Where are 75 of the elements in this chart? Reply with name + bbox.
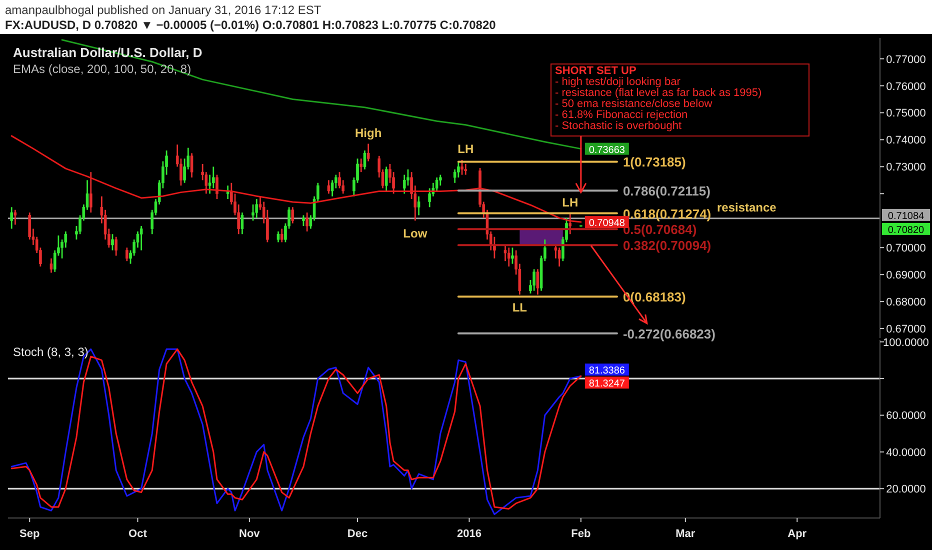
- y-tick-label: 0.75000: [886, 108, 926, 120]
- candlestick: [464, 163, 468, 176]
- candlestick: [111, 233, 114, 252]
- candlestick: [532, 268, 536, 292]
- y-tick-label: 40.0000: [886, 446, 926, 459]
- candlestick: [10, 206, 14, 230]
- y-tick-label: 100.0000: [883, 336, 929, 349]
- annotation: LL: [512, 300, 528, 315]
- candlestick: [417, 196, 420, 216]
- x-tick-label: 2016: [456, 528, 482, 540]
- data-label: 0.73663: [588, 144, 626, 156]
- candlestick: [360, 158, 363, 173]
- candlestick: [114, 236, 118, 256]
- candlestick: [536, 268, 540, 296]
- candlestick: [126, 246, 128, 262]
- y-tick-label: 0.74000: [886, 134, 926, 147]
- candlestick: [276, 230, 280, 243]
- y-tick-label: 0.73000: [886, 162, 926, 174]
- chart-subtitle: FX:AUDUSD, D 0.70820 ▼ −0.00005 (−0.01%) O:0.70801 H:0.70823 L:0.70775 C:0.70820: [5, 18, 496, 32]
- candlestick: [240, 212, 244, 235]
- annotation: High: [354, 126, 382, 140]
- x-tick-label: Mar: [676, 528, 696, 540]
- y-tick-label: 0.69000: [886, 270, 926, 282]
- candlestick: [460, 159, 464, 176]
- candlestick: [558, 246, 561, 268]
- candlestick: [216, 174, 218, 200]
- candlestick: [511, 246, 514, 265]
- annotation: SHORT SET UP - high test/doji looking bar - resistance (flat level as far back as 1995) - 50 ema resistance/close below - 61.8% Fibonacci rejection - Stochastic is overbought: [555, 65, 762, 132]
- annotation: Low: [403, 226, 428, 241]
- candlestick: [330, 179, 334, 198]
- candlestick: [50, 258, 53, 274]
- series-label: 0.786(0.72115): [622, 184, 710, 199]
- y-tick-label: 60.0000: [886, 410, 926, 422]
- y-tick-label: 0.77000: [886, 54, 926, 66]
- x-tick-label: Nov: [239, 528, 261, 540]
- x-tick-label: Apr: [788, 528, 808, 540]
- candlestick: [280, 228, 284, 243]
- x-tick-label: Dec: [347, 528, 368, 540]
- series-label: 0.382(0.70094): [622, 238, 712, 254]
- series-label: 1(0.73185): [622, 154, 686, 170]
- data-label: 81.3247: [588, 378, 626, 390]
- candlestick: [291, 206, 294, 224]
- series-label: 0.618(0.71274): [622, 206, 712, 222]
- x-tick-label: Sep: [20, 528, 40, 540]
- annotation: resistance: [716, 200, 777, 214]
- y-tick-label: 0.70000: [886, 242, 926, 255]
- annotation: LH: [458, 142, 474, 156]
- candlestick: [89, 171, 92, 214]
- annotation: LH: [562, 195, 578, 210]
- y-tick-label: 0.68000: [886, 296, 926, 309]
- candlestick: [327, 179, 330, 194]
- candlestick: [140, 225, 143, 252]
- series-label: -0.272(0.66823): [622, 326, 716, 342]
- text: 0.70820: [888, 224, 924, 236]
- candlestick: [384, 166, 388, 192]
- y-tick-label: 20.0000: [886, 484, 926, 496]
- candlestick: [363, 150, 366, 170]
- candlestick: [438, 174, 442, 186]
- x-tick-label: Feb: [571, 528, 591, 540]
- candlestick: [568, 212, 572, 235]
- x-tick-label: Oct: [128, 528, 148, 540]
- y-tick-label: 0.76000: [886, 80, 926, 93]
- text: Stoch (8, 3, 3): [13, 345, 88, 359]
- candlestick: [255, 198, 258, 219]
- chart-title: amanpaulbhogal published on January 31, 2016 17:12 EST: [5, 3, 322, 17]
- candlestick: [306, 212, 308, 232]
- ref-line-label: 0.71084: [888, 210, 925, 222]
- candlestick: [14, 209, 17, 226]
- candlestick: [190, 152, 194, 178]
- y-tick-label: 0.67000: [886, 324, 926, 336]
- candlestick: [366, 143, 370, 162]
- data-label: 0.70948: [588, 218, 626, 230]
- candlestick: [302, 214, 305, 227]
- candlestick: [507, 246, 510, 268]
- data-label: 81.3386: [588, 366, 626, 377]
